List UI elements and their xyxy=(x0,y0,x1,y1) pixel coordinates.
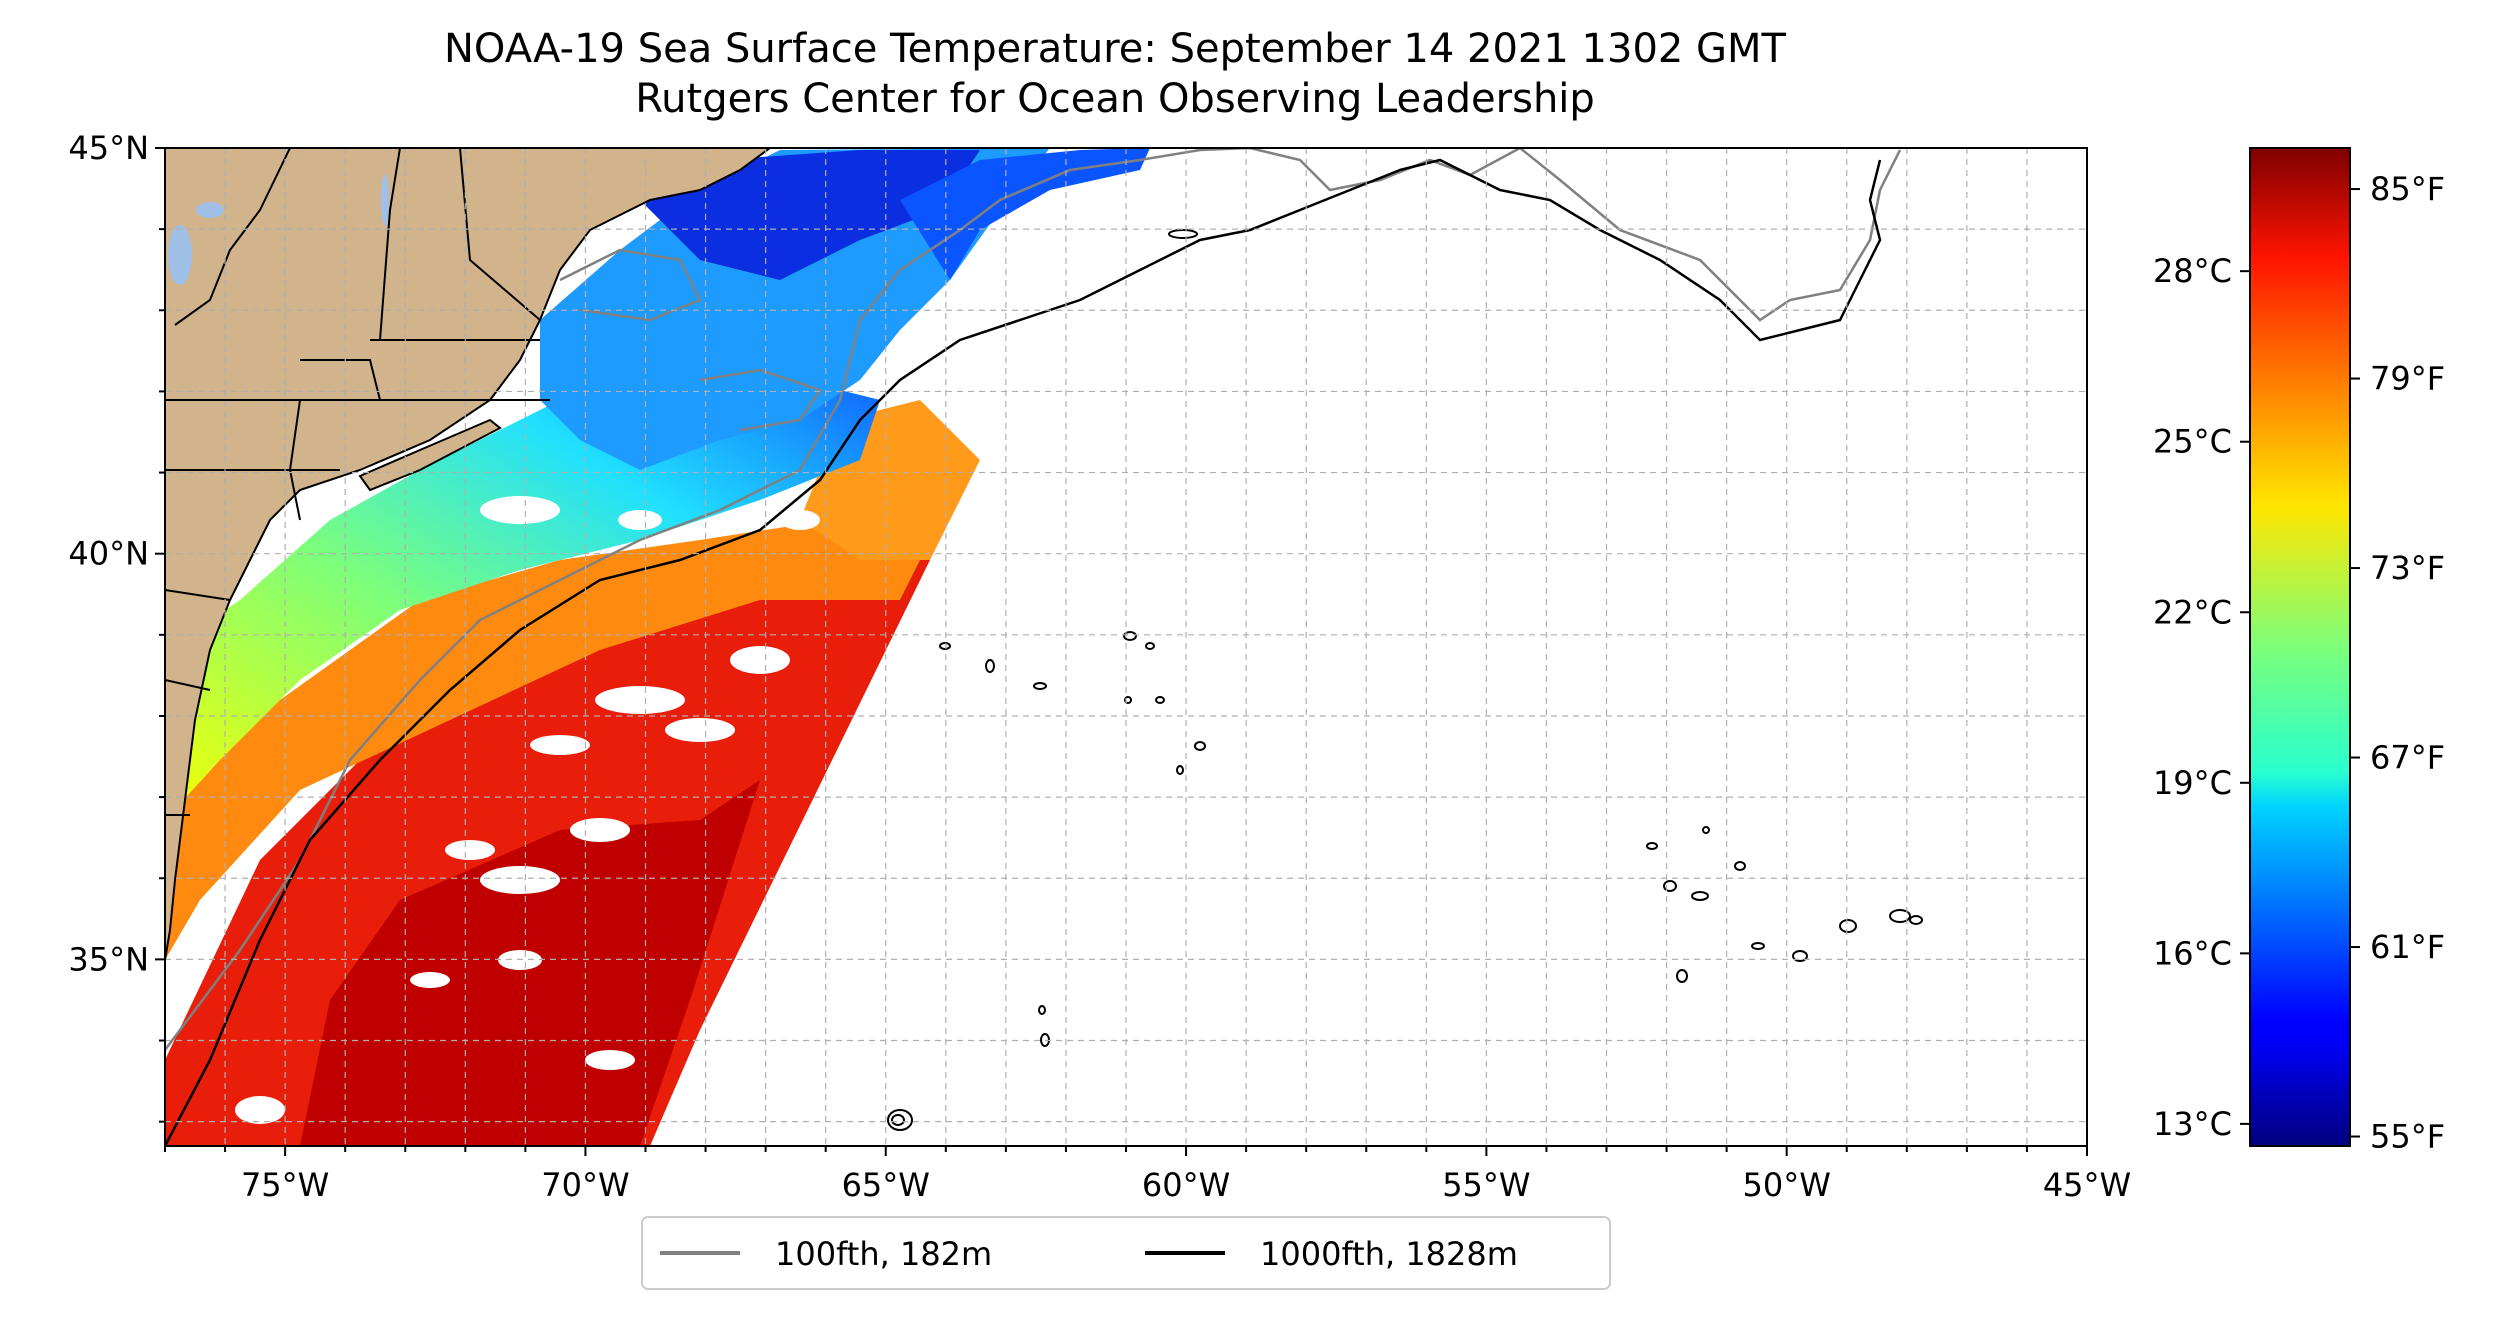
sst-nova-scotia-strip xyxy=(900,148,1150,280)
colorbar-fahrenheit-ticks: 85°F 79°F 73°F 67°F 61°F 55°F xyxy=(2350,170,2445,1156)
map-title-line1: NOAA-19 Sea Surface Temperature: Septemb… xyxy=(444,26,1787,72)
colorbar-c-tick-label: 22°C xyxy=(2153,593,2232,631)
land-north-america xyxy=(165,148,772,961)
cloud-gaps xyxy=(235,496,820,1124)
map-area xyxy=(165,148,2087,1146)
colorbar-c-tick-label: 25°C xyxy=(2153,423,2232,461)
graticule-grid xyxy=(165,148,2087,1146)
seamount-outlines xyxy=(887,229,1923,1131)
colorbar-c-tick-label: 16°C xyxy=(2153,934,2232,972)
lat-tick-label: 45°N xyxy=(68,129,149,167)
colorbar-f-tick-label: 61°F xyxy=(2370,928,2445,966)
colorbar-gradient xyxy=(2249,147,2351,1147)
colorbar-c-tick-label: 13°C xyxy=(2153,1105,2232,1143)
sst-coldest-patch xyxy=(640,150,980,280)
colorbar-f-tick-label: 85°F xyxy=(2370,170,2445,208)
lon-tick-label: 60°W xyxy=(1142,1166,1230,1204)
lon-tick-label: 65°W xyxy=(842,1166,930,1204)
colorbar-f-tick-label: 79°F xyxy=(2370,360,2445,398)
lat-tick-label: 35°N xyxy=(68,940,149,978)
legend-box xyxy=(641,1216,1611,1290)
colorbar-f-tick-label: 55°F xyxy=(2370,1118,2445,1156)
lakes xyxy=(168,174,389,285)
lon-tick-label: 75°W xyxy=(241,1166,329,1204)
lon-tick-label: 55°W xyxy=(1442,1166,1530,1204)
sst-shelf-water xyxy=(165,370,880,820)
colorbar: 85°F 79°F 73°F 67°F 61°F 55°F 28°C 25°C 22°C 19°… xyxy=(2153,147,2445,1156)
lon-tick-label: 45°W xyxy=(2043,1166,2131,1204)
longitude-ticks: 75°W 70°W 65°W 60°W 55°W 50°W 45°W xyxy=(164,1146,2131,1204)
legend-100fth-label: 100fth, 182m xyxy=(775,1235,992,1273)
lat-tick-label: 40°N xyxy=(68,535,149,573)
map-title-line2: Rutgers Center for Ocean Observing Leade… xyxy=(635,76,1595,122)
contour-legend: 100fth, 182m 1000fth, 1828m xyxy=(641,1216,1611,1290)
legend-1000fth-label: 1000fth, 1828m xyxy=(1260,1235,1518,1273)
lon-tick-label: 70°W xyxy=(541,1166,629,1204)
contour-100fth xyxy=(165,148,1902,1051)
colorbar-celsius-ticks: 28°C 25°C 22°C 19°C 16°C 13°C xyxy=(2153,252,2250,1143)
state-borders xyxy=(165,148,550,816)
lon-tick-label: 50°W xyxy=(1743,1166,1831,1204)
colorbar-f-tick-label: 67°F xyxy=(2370,739,2445,777)
colorbar-f-tick-label: 73°F xyxy=(2370,549,2445,587)
colorbar-c-tick-label: 19°C xyxy=(2153,764,2232,802)
sst-orange-band xyxy=(165,520,930,960)
contour-1000fth xyxy=(165,158,1882,1146)
colorbar-c-tick-label: 28°C xyxy=(2153,252,2232,290)
latitude-ticks: 45°N 40°N 35°N xyxy=(68,129,165,1123)
